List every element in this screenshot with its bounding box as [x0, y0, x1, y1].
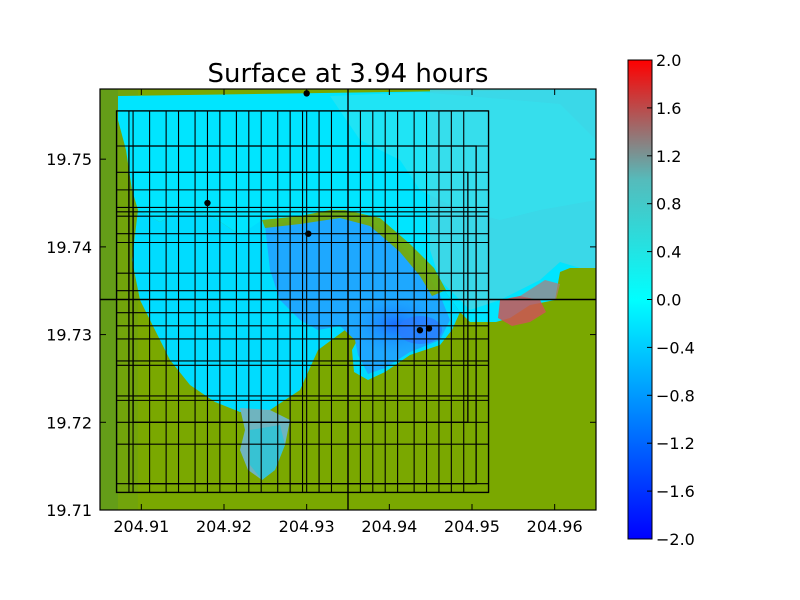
amr-patch-grid [100, 89, 596, 510]
y-tick-label: 19.72 [46, 413, 92, 432]
patch-box [132, 171, 469, 423]
colorbar-tick-label: −0.8 [656, 386, 695, 405]
colorbar-ticks: 2.0 1.6 1.2 0.8 0.4 0.0 −0.4 −0.8 −1.2 −1.6 −2.0 [647, 51, 695, 549]
chart-title: Surface at 3.94 hours [208, 59, 489, 89]
colorbar-tick-label: 0.8 [656, 195, 681, 214]
gauge-point [305, 230, 312, 237]
colorbar-tick-label: 1.6 [656, 99, 681, 118]
reef-spit [262, 210, 446, 296]
patch-box [128, 145, 477, 485]
gauge-point [425, 325, 433, 332]
gauge-point [204, 199, 211, 207]
y-axis-ticks: 19.71 19.72 19.73 19.74 19.75 [46, 150, 596, 520]
colorbar-tick-label: −0.4 [656, 338, 695, 357]
y-tick-label: 19.73 [46, 326, 92, 345]
x-tick-label: 204.93 [279, 517, 335, 536]
gauge-point [416, 326, 424, 334]
x-tick-label: 204.94 [361, 517, 417, 536]
y-tick-label: 19.75 [46, 150, 92, 169]
colorbar-tick-label: −1.2 [656, 434, 695, 453]
x-axis-ticks: 204.91 204.92 204.93 204.94 204.95 204.96 [113, 89, 583, 536]
y-tick-label: 19.71 [46, 501, 92, 520]
colorbar-tick-label: −2.0 [656, 530, 695, 549]
colorbar-tick-label: 2.0 [656, 51, 681, 70]
colorbar-tick-label: 1.2 [656, 147, 681, 166]
x-tick-label: 204.92 [196, 517, 252, 536]
colorbar-tick-label: 0.4 [656, 243, 681, 262]
colorbar-tick-label: −1.6 [656, 482, 695, 501]
x-tick-label: 204.95 [444, 517, 500, 536]
axes-frame [99, 88, 597, 511]
patch-box [115, 110, 490, 494]
x-tick-label: 204.91 [113, 517, 169, 536]
colorbar-tick-label: 0.0 [656, 291, 681, 310]
y-tick-label: 19.74 [46, 238, 92, 257]
x-tick-label: 204.96 [527, 517, 583, 536]
positive-anomaly [498, 296, 546, 326]
